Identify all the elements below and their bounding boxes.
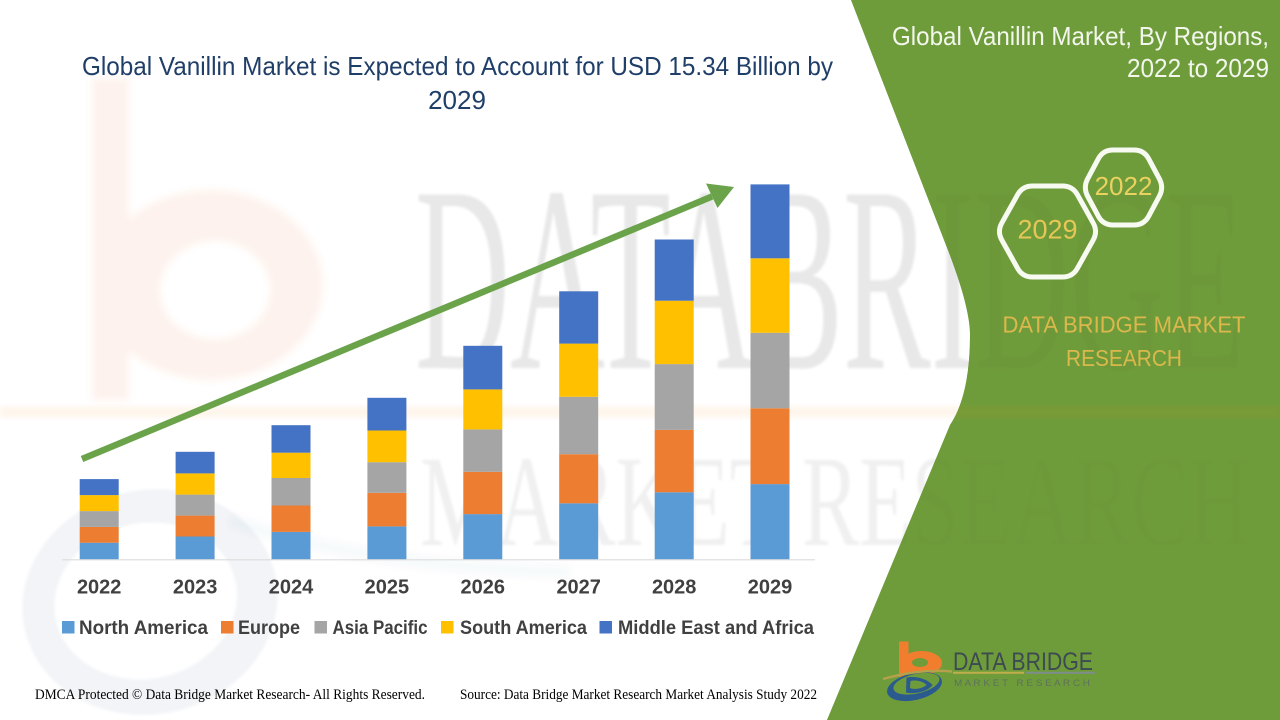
svg-text:2022: 2022 <box>77 576 122 598</box>
svg-text:2023: 2023 <box>173 576 218 598</box>
svg-text:North America: North America <box>79 618 208 639</box>
svg-text:2029: 2029 <box>428 85 486 115</box>
svg-text:2029: 2029 <box>748 576 793 598</box>
svg-text:Middle East and Africa: Middle East and Africa <box>618 618 814 639</box>
svg-text:Source: Data Bridge Market Res: Source: Data Bridge Market Research Mark… <box>460 687 817 703</box>
svg-text:Europe: Europe <box>238 618 300 639</box>
svg-text:DMCA Protected © Data Bridge M: DMCA Protected © Data Bridge Market Rese… <box>35 687 425 703</box>
svg-text:DATA BRIDGE: DATA BRIDGE <box>953 648 1093 676</box>
svg-text:DATA BRIDGE MARKET: DATA BRIDGE MARKET <box>1003 312 1246 338</box>
svg-text:2022: 2022 <box>1095 171 1153 201</box>
svg-text:Global Vanillin Market is Expe: Global Vanillin Market is Expected to Ac… <box>82 51 833 81</box>
svg-text:2025: 2025 <box>365 576 410 598</box>
svg-text:2028: 2028 <box>652 576 697 598</box>
svg-text:2024: 2024 <box>269 576 314 598</box>
svg-text:Global Vanillin Market, By Reg: Global Vanillin Market, By Regions, <box>892 21 1269 51</box>
svg-text:2029: 2029 <box>1017 215 1077 245</box>
svg-text:2022 to 2029: 2022 to 2029 <box>1127 53 1269 83</box>
svg-text:Asia Pacific: Asia Pacific <box>333 618 428 639</box>
svg-text:M A R K E T R E S E A R C H: M A R K E T R E S E A R C H <box>954 678 1090 688</box>
svg-text:2027: 2027 <box>556 576 601 598</box>
svg-text:South America: South America <box>460 618 587 639</box>
svg-text:2026: 2026 <box>461 576 506 598</box>
svg-text:RESEARCH: RESEARCH <box>1066 345 1182 371</box>
